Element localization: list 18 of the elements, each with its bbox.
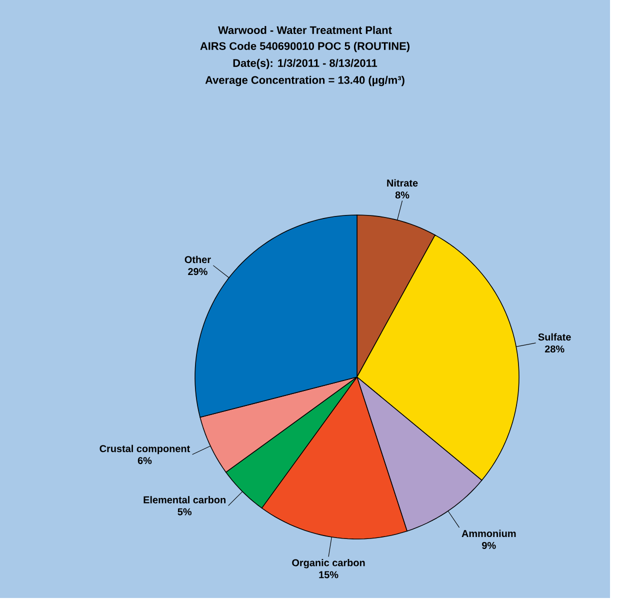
data-label: 29%	[188, 268, 208, 276]
slice-label: Nitrate	[387, 179, 418, 187]
text: Average Concentration = 13.40 (µg/m³)	[205, 76, 404, 86]
text: Date(s): 1/3/2011 - 8/13/2011	[233, 58, 378, 70]
data-label: 9%	[482, 542, 496, 549]
data-label: 15%	[319, 571, 338, 578]
data-label: 8%	[395, 191, 410, 199]
slice-label: Other	[184, 256, 211, 264]
data-label: 5%	[178, 508, 192, 516]
data-label: 28%	[544, 345, 564, 353]
slice-label: Crustal component	[100, 444, 190, 454]
chart-title: Warwood - Water Treatment Plant	[218, 26, 392, 34]
chart-subtitle: AIRS Code 540690010 POC 5 (ROUTINE)	[200, 42, 410, 52]
slice-label: Sulfate	[538, 333, 571, 341]
slice-label: Organic carbon	[292, 558, 365, 568]
slice-label: Elemental carbon	[144, 496, 226, 504]
data-label: 6%	[138, 457, 152, 464]
slice-label: Ammonium	[462, 530, 516, 538]
